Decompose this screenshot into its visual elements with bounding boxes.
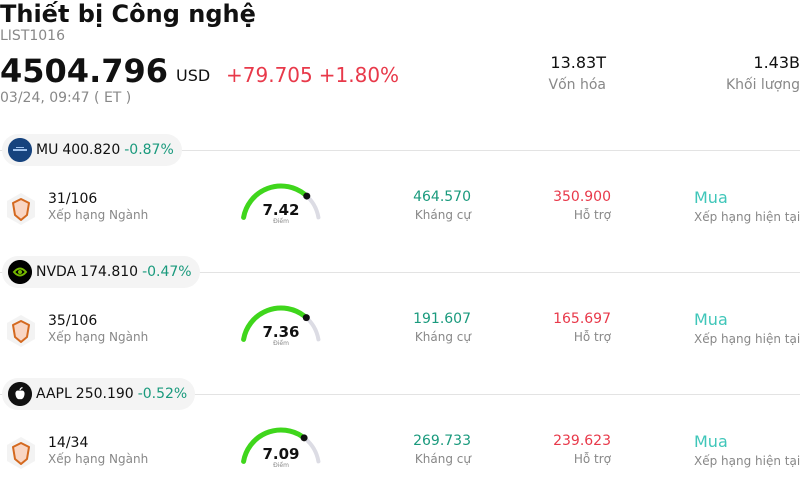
gauge-marker bbox=[303, 192, 311, 200]
rating-label: Xếp hạng hiện tại bbox=[694, 332, 800, 346]
list-code: LIST1016 bbox=[0, 28, 65, 44]
price-change: +79.705 +1.80% bbox=[226, 63, 405, 87]
rank-label: Xếp hạng Ngành bbox=[48, 208, 149, 222]
page-title: Thiết bị Công nghệ bbox=[0, 0, 256, 28]
score-value: 7.09 bbox=[262, 445, 300, 463]
market-cap-label: Vốn hóa bbox=[548, 77, 606, 93]
gauge-marker bbox=[302, 314, 310, 322]
gauge-fill bbox=[241, 305, 307, 342]
timestamp: 03/24, 09:47 ( ET ) bbox=[0, 90, 132, 106]
resistance-label: Kháng cự bbox=[414, 208, 471, 222]
stock-row[interactable]: AAPL 250.190 -0.52% 14/34 Xếp hạng Ngành… bbox=[0, 378, 800, 488]
rating-value[interactable]: Mua bbox=[694, 188, 728, 207]
hexagon-shield-icon bbox=[7, 193, 35, 225]
ticker-chip[interactable]: MU 400.820 -0.87% bbox=[2, 134, 182, 166]
support-value: 165.697 bbox=[553, 311, 611, 327]
rating-value[interactable]: Mua bbox=[694, 310, 728, 329]
divider bbox=[0, 150, 800, 151]
score-gauge bbox=[241, 305, 321, 342]
gauge-fill bbox=[241, 183, 308, 220]
score-value: 7.36 bbox=[262, 323, 300, 341]
rating-label: Xếp hạng hiện tại bbox=[694, 210, 800, 224]
gauge-marker bbox=[300, 434, 308, 442]
market-cap-value: 13.83T bbox=[550, 53, 606, 72]
change-value: +79.705 bbox=[226, 63, 313, 87]
support-value: 350.900 bbox=[553, 189, 611, 205]
hexagon-shield-icon bbox=[7, 315, 35, 347]
score-label: Điểm bbox=[273, 462, 289, 469]
resistance-label: Kháng cự bbox=[414, 452, 471, 466]
ticker-symbol: MU bbox=[36, 142, 59, 158]
volume-value: 1.43B bbox=[753, 53, 800, 72]
ticker-chip[interactable]: NVDA 174.810 -0.47% bbox=[2, 256, 200, 288]
ticker-price: 400.820 bbox=[62, 142, 121, 158]
score-gauge bbox=[241, 427, 321, 464]
volume-label: Khối lượng bbox=[725, 77, 800, 93]
currency-label: USD bbox=[176, 66, 211, 85]
ticker-price: 174.810 bbox=[80, 264, 139, 280]
apple-logo-icon bbox=[8, 382, 32, 406]
resistance-value: 464.570 bbox=[413, 189, 471, 205]
score-label: Điểm bbox=[273, 218, 289, 225]
rank-label: Xếp hạng Ngành bbox=[48, 452, 149, 466]
divider bbox=[0, 272, 800, 273]
resistance-value: 269.733 bbox=[413, 433, 471, 449]
score-gauge bbox=[241, 183, 321, 220]
support-label: Hỗ trợ bbox=[573, 208, 611, 222]
rank-value: 14/34 bbox=[48, 435, 89, 451]
rank-value: 35/106 bbox=[48, 313, 98, 329]
rating-label: Xếp hạng hiện tại bbox=[694, 454, 800, 468]
rank-label: Xếp hạng Ngành bbox=[48, 330, 149, 344]
ticker-change: -0.47% bbox=[142, 264, 192, 280]
support-label: Hỗ trợ bbox=[573, 330, 611, 344]
support-value: 239.623 bbox=[553, 433, 611, 449]
gauge-fill bbox=[241, 427, 305, 464]
rating-value[interactable]: Mua bbox=[694, 432, 728, 451]
ticker-chip[interactable]: AAPL 250.190 -0.52% bbox=[2, 378, 196, 410]
ticker-symbol: AAPL bbox=[36, 386, 72, 402]
ticker-change: -0.87% bbox=[124, 142, 174, 158]
nvidia-logo-icon bbox=[8, 260, 32, 284]
ticker-change: -0.52% bbox=[137, 386, 188, 402]
index-price: 4504.796 bbox=[0, 52, 169, 90]
stock-row[interactable]: MU 400.820 -0.87% 31/106 Xếp hạng Ngành … bbox=[0, 134, 800, 256]
hexagon-shield-icon bbox=[7, 437, 35, 469]
rank-value: 31/106 bbox=[48, 191, 98, 207]
micron-logo-icon bbox=[8, 138, 32, 162]
divider bbox=[0, 394, 800, 395]
ticker-price: 250.190 bbox=[75, 386, 134, 402]
resistance-value: 191.607 bbox=[413, 311, 471, 327]
ticker-symbol: NVDA bbox=[36, 264, 77, 280]
resistance-label: Kháng cự bbox=[414, 330, 471, 344]
stock-row[interactable]: NVDA 174.810 -0.47% 35/106 Xếp hạng Ngàn… bbox=[0, 256, 800, 378]
change-percent: +1.80% bbox=[318, 63, 400, 87]
support-label: Hỗ trợ bbox=[573, 452, 611, 466]
score-label: Điểm bbox=[273, 340, 289, 347]
score-value: 7.42 bbox=[262, 201, 300, 219]
